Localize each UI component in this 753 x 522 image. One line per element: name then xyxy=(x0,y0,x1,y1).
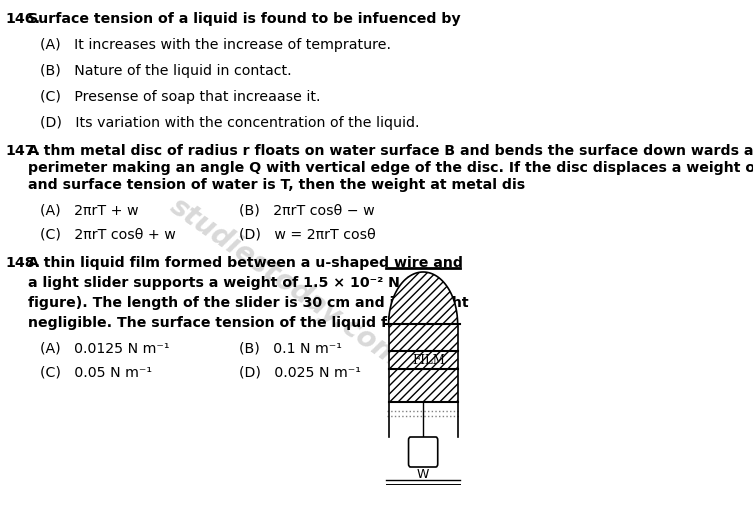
Text: (C)   Presense of soap that increaase it.: (C) Presense of soap that increaase it. xyxy=(40,90,320,104)
Text: (D)   w = 2πrT cosθ: (D) w = 2πrT cosθ xyxy=(239,228,376,242)
FancyBboxPatch shape xyxy=(409,437,437,467)
Text: negligible. The surface tension of the liquid film is.: negligible. The surface tension of the l… xyxy=(28,316,434,330)
Bar xyxy=(389,324,458,402)
Text: (B)   Nature of the liquid in contact.: (B) Nature of the liquid in contact. xyxy=(40,64,291,78)
Text: and surface tension of water is T, then the weight at metal dis: and surface tension of water is T, then … xyxy=(28,178,525,192)
Text: 146.: 146. xyxy=(5,12,41,26)
Text: Surface tension of a liquid is found to be infuenced by: Surface tension of a liquid is found to … xyxy=(28,12,461,26)
Text: (A)   It increases with the increase of temprature.: (A) It increases with the increase of te… xyxy=(40,38,391,52)
Text: FILM: FILM xyxy=(412,354,445,367)
Text: 148.: 148. xyxy=(5,256,41,270)
Text: (A)   2πrT + w: (A) 2πrT + w xyxy=(40,204,139,218)
Text: W: W xyxy=(417,468,429,481)
Text: studiestoday.com: studiestoday.com xyxy=(164,192,406,372)
Text: perimeter making an angle Q with vertical edge of the disc. If the disc displace: perimeter making an angle Q with vertica… xyxy=(28,161,753,175)
Text: (D)   0.025 N m⁻¹: (D) 0.025 N m⁻¹ xyxy=(239,366,361,380)
Text: (A)   0.0125 N m⁻¹: (A) 0.0125 N m⁻¹ xyxy=(40,342,169,356)
Text: A thm metal disc of radius r floats on water surface B and bends the surface dow: A thm metal disc of radius r floats on w… xyxy=(28,144,753,158)
Text: (D)   Its variation with the concentration of the liquid.: (D) Its variation with the concentration… xyxy=(40,116,419,130)
Text: 147.: 147. xyxy=(5,144,41,158)
Text: a light slider supports a weight of 1.5 × 10⁻² N (see: a light slider supports a weight of 1.5 … xyxy=(28,276,439,290)
Polygon shape xyxy=(389,272,458,324)
Text: figure). The length of the slider is 30 cm and its weight: figure). The length of the slider is 30 … xyxy=(28,296,468,310)
Text: (B)   2πrT cosθ − w: (B) 2πrT cosθ − w xyxy=(239,204,374,218)
Text: (C)   0.05 N m⁻¹: (C) 0.05 N m⁻¹ xyxy=(40,366,152,380)
Text: A thin liquid film formed between a u-shaped wire and: A thin liquid film formed between a u-sh… xyxy=(28,256,463,270)
Text: (B)   0.1 N m⁻¹: (B) 0.1 N m⁻¹ xyxy=(239,342,342,356)
Text: (C)   2πrT cosθ + w: (C) 2πrT cosθ + w xyxy=(40,228,175,242)
